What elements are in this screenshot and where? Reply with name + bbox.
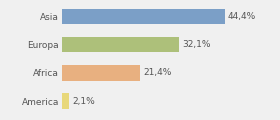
Bar	[62, 9, 225, 24]
Text: 32,1%: 32,1%	[182, 40, 211, 49]
Text: 44,4%: 44,4%	[227, 12, 256, 21]
Bar	[62, 37, 179, 52]
Bar	[62, 93, 69, 109]
Bar	[62, 65, 140, 81]
Text: 21,4%: 21,4%	[143, 68, 171, 77]
Text: 2,1%: 2,1%	[72, 97, 95, 106]
